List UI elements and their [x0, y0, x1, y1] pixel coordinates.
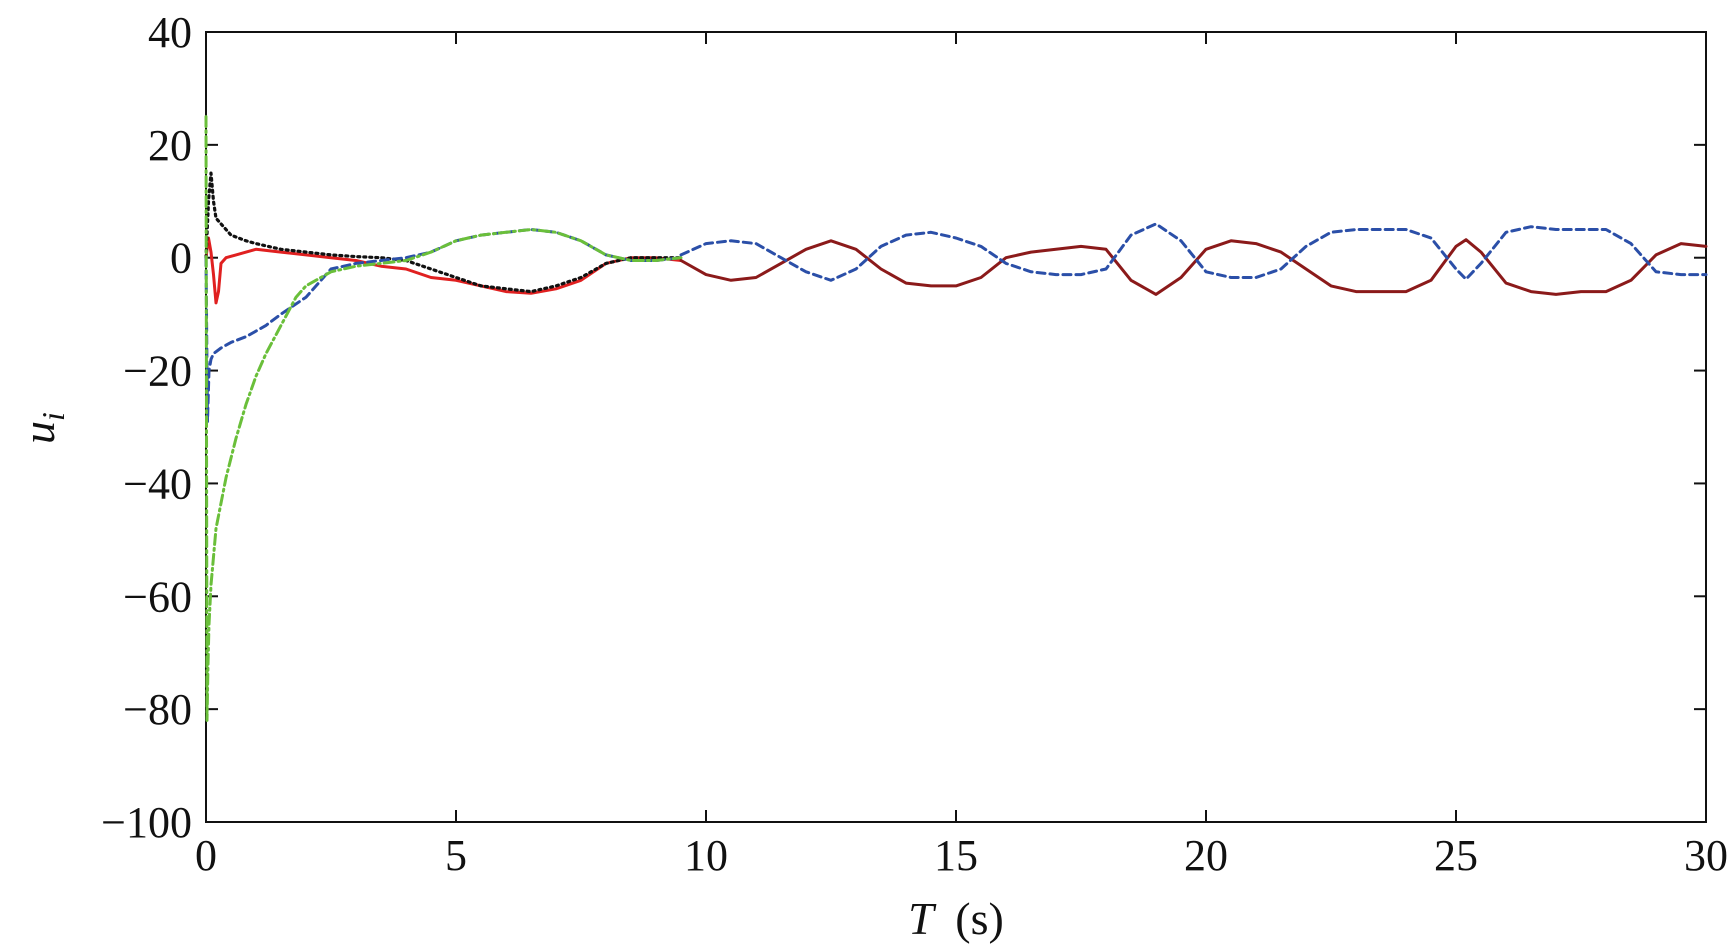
x-axis-unit: (s): [955, 893, 1004, 944]
series-line-5: [679, 238, 1708, 296]
y-axis-variable: u: [13, 421, 64, 444]
x-tick-label: 25: [1434, 831, 1478, 880]
y-tick-label: −80: [123, 685, 192, 734]
x-tick-label: 10: [684, 831, 728, 880]
y-tick-label: −60: [123, 572, 192, 621]
plot-frame: [205, 31, 1707, 823]
series-line-1: [204, 236, 683, 305]
x-axis-label: T (s): [908, 893, 1004, 944]
series-lines: [204, 115, 1708, 722]
y-axis-label: ui: [13, 412, 71, 444]
series-line-2: [204, 171, 683, 294]
series-line-6: [679, 222, 1708, 282]
y-axis-subscript: i: [35, 412, 71, 421]
x-tick-label: 30: [1684, 831, 1728, 880]
y-tick-label: 40: [148, 8, 192, 57]
series-line-4: [204, 115, 683, 722]
x-tick-label: 0: [195, 831, 217, 880]
y-tick-label: −100: [101, 798, 192, 847]
tick-labels: 0 5 10 15 20 25 30 −100 −80 −60 −40 −20 0 20 40: [101, 8, 1728, 880]
y-tick-label: −40: [123, 459, 192, 508]
y-tick-label: −20: [123, 347, 192, 396]
y-tick-label: 0: [170, 234, 192, 283]
series-line-3: [204, 228, 683, 423]
y-tick-label: 20: [148, 121, 192, 170]
x-tick-label: 5: [445, 831, 467, 880]
x-tick-label: 20: [1184, 831, 1228, 880]
tick-marks: [205, 31, 1707, 823]
x-axis-variable: T: [908, 893, 937, 944]
x-tick-label: 15: [934, 831, 978, 880]
